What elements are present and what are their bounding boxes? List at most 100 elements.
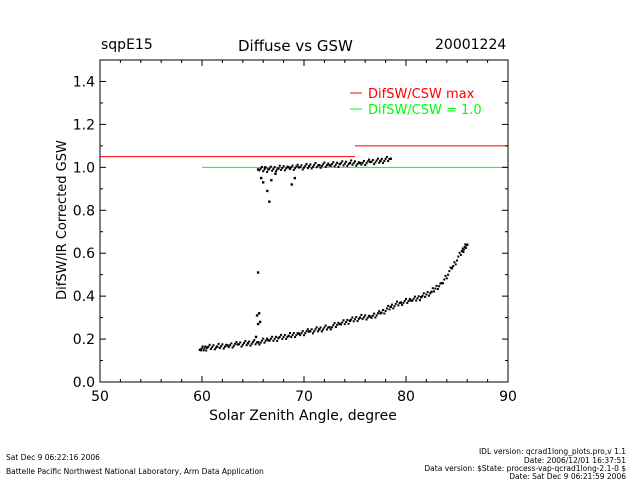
data-point xyxy=(422,292,425,295)
data-point xyxy=(352,320,355,323)
data-point xyxy=(319,326,322,329)
data-point xyxy=(350,159,353,162)
data-point xyxy=(277,336,280,340)
data-point xyxy=(325,328,328,331)
data-point xyxy=(318,328,321,331)
data-point xyxy=(354,318,356,321)
data-point xyxy=(385,307,388,310)
date-label: 20001224 xyxy=(435,37,507,53)
data-point xyxy=(305,330,308,333)
data-point xyxy=(291,334,294,337)
data-point xyxy=(250,342,253,345)
data-point xyxy=(464,243,467,246)
y-tick-label: 0.4 xyxy=(73,289,95,305)
data-point xyxy=(237,343,240,346)
data-point xyxy=(323,326,326,329)
data-point xyxy=(435,284,438,287)
data-point xyxy=(211,346,214,349)
data-point xyxy=(199,349,202,352)
data-point xyxy=(406,301,409,304)
data-point xyxy=(311,332,314,335)
footer-timestamp: Sat Dec 9 06:22:16 2006 xyxy=(6,453,100,462)
data-point xyxy=(274,335,277,338)
data-point xyxy=(235,340,238,343)
data-point xyxy=(399,301,403,304)
data-point xyxy=(392,307,395,310)
data-point xyxy=(239,341,242,344)
data-point xyxy=(324,324,327,327)
data-point xyxy=(292,332,295,335)
data-point xyxy=(287,334,290,338)
y-tick-label: 1.0 xyxy=(73,160,95,176)
data-point xyxy=(341,160,344,163)
data-point xyxy=(301,168,304,171)
y-tick-label: 1.4 xyxy=(73,74,95,90)
data-point xyxy=(272,339,275,342)
data-point xyxy=(360,163,363,166)
data-point xyxy=(310,167,313,170)
data-point xyxy=(245,344,248,347)
data-point xyxy=(288,168,291,171)
data-point xyxy=(384,157,387,160)
data-point xyxy=(292,168,295,171)
data-point xyxy=(376,312,379,315)
data-point xyxy=(249,344,252,347)
data-point xyxy=(457,255,460,258)
data-point xyxy=(322,163,325,166)
footer-idl-date: Date: 2006/12/01 16:37:51 xyxy=(523,456,626,465)
data-point xyxy=(262,337,265,340)
data-point xyxy=(254,343,257,346)
data-point xyxy=(205,346,209,349)
data-point xyxy=(318,163,321,167)
x-tick-label: 80 xyxy=(397,389,415,405)
data-point xyxy=(401,303,404,306)
data-point xyxy=(409,299,413,302)
data-point xyxy=(218,347,221,350)
data-point xyxy=(323,161,326,164)
data-point xyxy=(389,305,392,309)
data-point xyxy=(420,296,423,299)
data-point xyxy=(425,293,428,296)
data-point xyxy=(356,319,359,322)
data-point xyxy=(203,347,206,350)
data-point xyxy=(461,247,464,250)
data-point xyxy=(429,292,432,295)
data-point xyxy=(278,164,281,167)
data-point xyxy=(444,274,447,277)
data-point xyxy=(433,290,436,293)
data-point xyxy=(273,337,276,340)
data-point xyxy=(315,326,318,329)
data-point xyxy=(263,168,266,171)
data-point xyxy=(282,165,285,168)
data-point xyxy=(396,300,399,303)
data-point xyxy=(384,309,387,312)
data-point xyxy=(277,167,280,170)
y-tick-label: 0.2 xyxy=(73,332,95,348)
data-point xyxy=(366,316,369,319)
data-point xyxy=(264,339,267,342)
data-point xyxy=(254,335,258,339)
data-point xyxy=(368,314,371,317)
data-point xyxy=(388,158,391,161)
data-point xyxy=(351,316,354,319)
data-point xyxy=(276,339,279,342)
data-point xyxy=(201,345,204,348)
data-point xyxy=(345,321,348,324)
data-point xyxy=(297,166,301,169)
data-point xyxy=(240,345,243,348)
data-point xyxy=(376,157,379,160)
x-tick-label: 90 xyxy=(499,389,517,405)
data-point xyxy=(290,166,293,169)
data-point xyxy=(333,322,336,325)
y-tick-label: 0.0 xyxy=(73,375,95,391)
data-point xyxy=(268,200,271,203)
data-point xyxy=(280,168,283,171)
data-point xyxy=(438,285,441,288)
data-point xyxy=(464,246,467,249)
data-point xyxy=(306,167,309,170)
data-point xyxy=(320,165,323,168)
data-point xyxy=(371,158,374,161)
data-point xyxy=(313,163,316,166)
data-point xyxy=(329,164,332,167)
data-point xyxy=(262,181,265,184)
